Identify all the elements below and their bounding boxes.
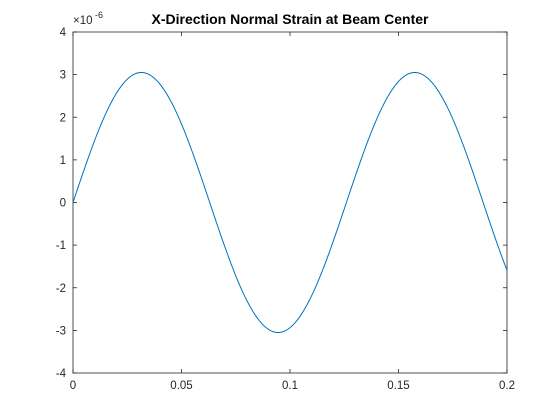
y-tick-label: 1 — [60, 155, 66, 167]
y-exponent-power: -6 — [95, 10, 103, 20]
series-line — [72, 71, 508, 334]
x-tick-label: 0 — [70, 380, 76, 392]
chart-title: X-Direction Normal Strain at Beam Center — [152, 11, 430, 27]
y-tick-label: -3 — [56, 325, 66, 337]
y-exponent: ×10 -6 — [73, 10, 103, 27]
plot-area: 0 0.05 0.1 0.15 0.2 -4 -3 -2 -1 0 1 2 3 4 — [56, 27, 515, 392]
y-tick-label: -1 — [56, 240, 66, 252]
y-tick-label: -2 — [56, 283, 66, 295]
y-tick-label: -4 — [56, 368, 67, 380]
x-tick-label: 0.15 — [387, 380, 409, 392]
x-tick-label: 0.2 — [499, 380, 515, 392]
x-tick-label: 0.05 — [170, 380, 192, 392]
x-tick-label: 0.1 — [282, 380, 298, 392]
y-exponent-base: ×10 — [73, 15, 93, 27]
y-tick-label: 2 — [60, 112, 66, 124]
y-tick-label: 3 — [60, 70, 66, 82]
y-tick-label: 0 — [60, 198, 66, 210]
y-tick-label: 4 — [60, 27, 67, 39]
axes-box — [72, 31, 508, 374]
